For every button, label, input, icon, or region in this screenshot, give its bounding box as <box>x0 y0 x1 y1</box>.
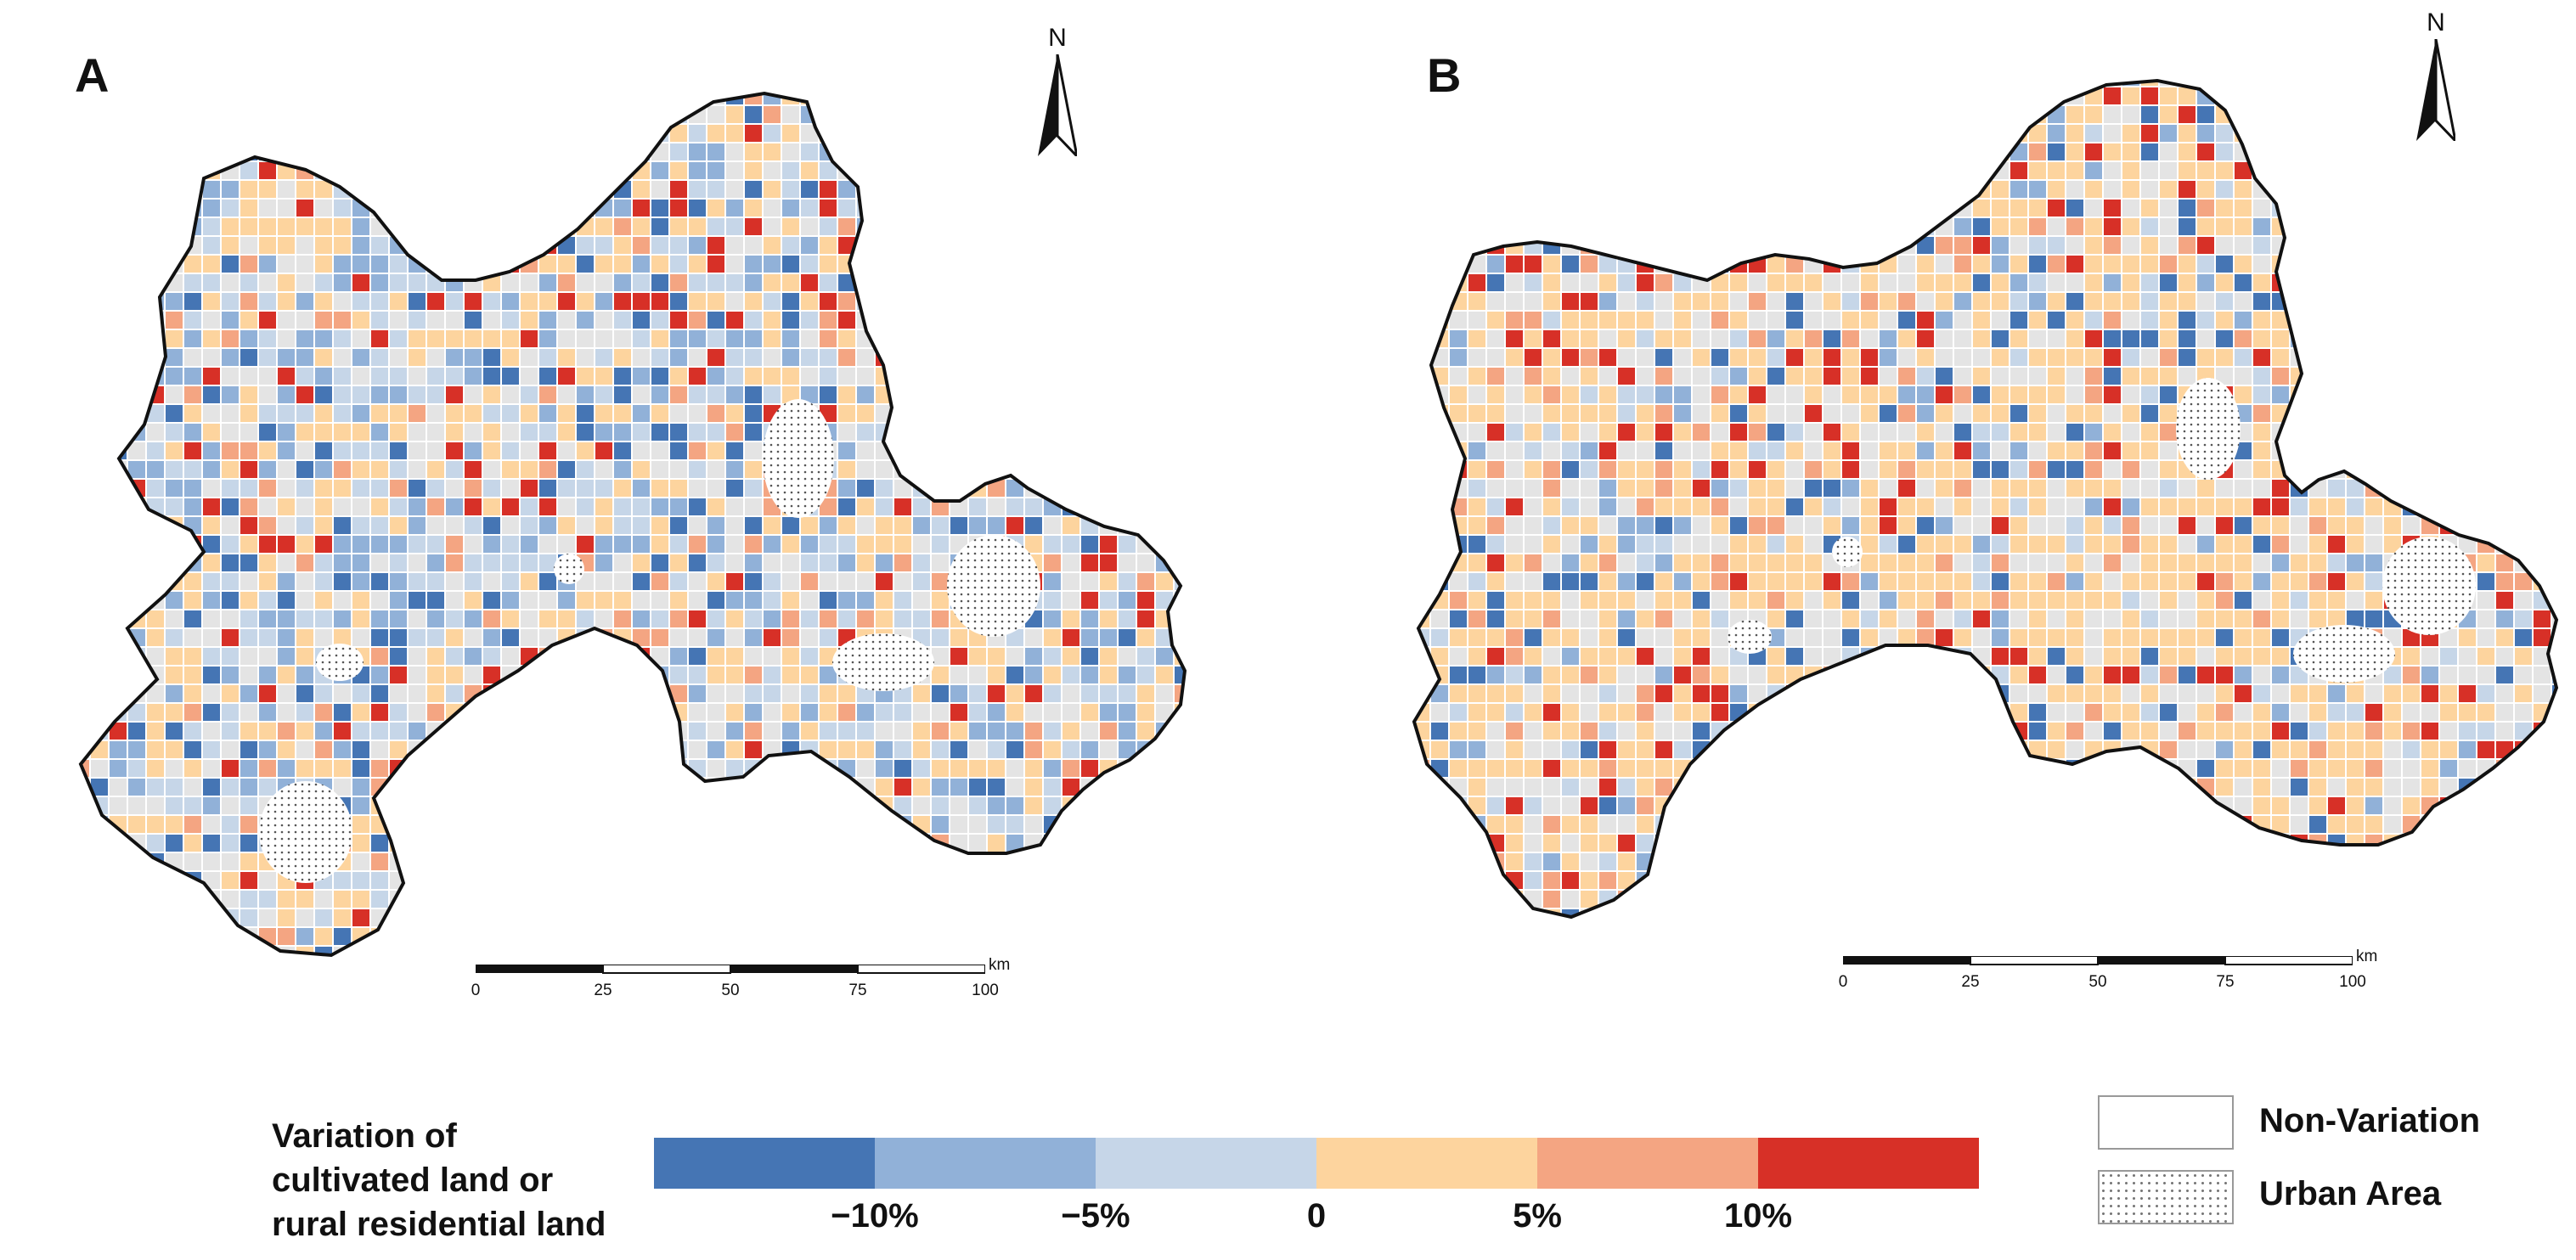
ramp-swatch <box>875 1138 1096 1189</box>
urban-area <box>259 781 352 883</box>
north-arrow-icon <box>1038 54 1077 156</box>
legend: Variation of cultivated land or rural re… <box>0 1087 2576 1260</box>
scale-tick: 100 <box>2339 973 2366 991</box>
ramp-swatch <box>1096 1138 1316 1189</box>
north-arrow-icon <box>2416 39 2455 141</box>
urban-area <box>1832 537 1863 567</box>
non-variation-swatch <box>2098 1095 2234 1150</box>
urban-area <box>1682 751 1758 845</box>
scale-bar-b: 0 25 50 75 100 km <box>1839 948 2387 1012</box>
non-variation-label: Non-Variation <box>2259 1102 2481 1139</box>
panel-label-b: B <box>1427 48 1462 102</box>
ramp-label: −5% <box>1061 1197 1130 1235</box>
scale-bar-graphic <box>476 965 985 974</box>
urban-area <box>947 535 1040 637</box>
urban-area <box>832 633 934 691</box>
ramp-label: −10% <box>831 1197 919 1235</box>
scale-tick: 50 <box>721 982 740 999</box>
color-ramp <box>654 1138 1979 1189</box>
scale-bar-graphic <box>1843 956 2353 965</box>
grid-map-b <box>1412 78 2559 920</box>
legend-title: Variation of cultivated land or rural re… <box>272 1114 662 1246</box>
grid-cells <box>81 93 1185 955</box>
ramp-swatch <box>1537 1138 1758 1189</box>
scale-bar-a: 0 25 50 75 100 km <box>471 956 1019 1021</box>
legend-title-line: rural residential land <box>272 1206 606 1243</box>
scale-unit: km <box>989 956 1011 974</box>
study-area-boundary <box>1412 78 2559 920</box>
map-panel-a: A N 0 25 50 75 100 km <box>0 0 1282 1036</box>
grid-map-a <box>78 91 1187 958</box>
scale-tick: 25 <box>594 982 612 999</box>
north-label: N <box>2427 8 2445 37</box>
grid-cells <box>1414 81 2556 917</box>
urban-area <box>2293 625 2395 683</box>
ramp-swatch <box>654 1138 875 1189</box>
north-arrow-b: N <box>2406 8 2466 141</box>
urban-area <box>2176 378 2241 480</box>
urban-area-label: Urban Area <box>2259 1175 2442 1212</box>
scale-tick: 50 <box>2088 973 2107 991</box>
ramp-swatch <box>1758 1138 1979 1189</box>
map-panel-b: B N 0 25 50 75 100 km <box>1359 0 2576 1036</box>
scale-tick: 100 <box>972 982 999 999</box>
scale-tick: 75 <box>2216 973 2235 991</box>
legend-title-line: Variation of <box>272 1117 457 1155</box>
urban-area <box>763 399 834 518</box>
panel-label-a: A <box>75 48 110 102</box>
urban-area-swatch <box>2098 1170 2234 1224</box>
scale-tick: 0 <box>471 982 481 999</box>
urban-area <box>1728 620 1772 654</box>
urban-area <box>2382 537 2476 635</box>
ramp-label: 5% <box>1513 1197 1562 1235</box>
scale-tick: 0 <box>1838 973 1848 991</box>
urban-area <box>554 554 584 584</box>
ramp-swatch <box>1316 1138 1537 1189</box>
ramp-label: 0 <box>1306 1197 1327 1235</box>
legend-title-line: cultivated land or <box>272 1162 554 1199</box>
north-label: N <box>1048 24 1067 52</box>
north-arrow-a: N <box>1028 24 1087 156</box>
urban-area <box>316 644 364 681</box>
scale-tick: 75 <box>848 982 867 999</box>
study-area-boundary <box>78 91 1187 958</box>
ramp-label: 10% <box>1723 1197 1793 1235</box>
scale-tick: 25 <box>1961 973 1980 991</box>
scale-unit: km <box>2356 948 2378 965</box>
